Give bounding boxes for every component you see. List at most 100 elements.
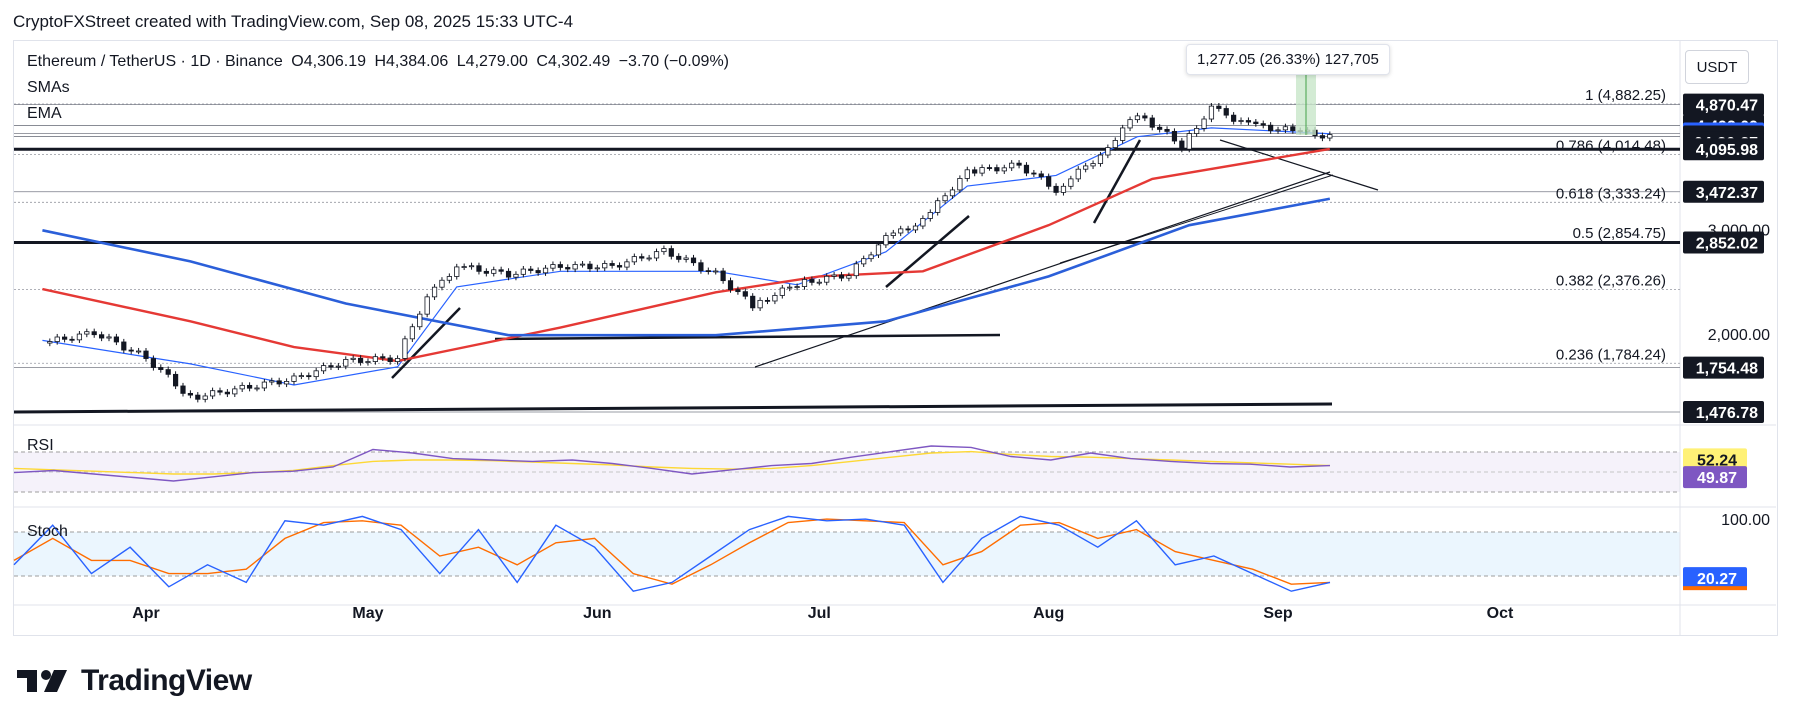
candle-body bbox=[542, 267, 549, 274]
candle-body bbox=[587, 263, 593, 270]
trendline-8 bbox=[754, 171, 1331, 368]
candle-body bbox=[1157, 126, 1163, 130]
candle-body bbox=[1053, 185, 1059, 193]
stoch-d-line bbox=[13, 518, 1331, 585]
candle-body bbox=[972, 169, 978, 174]
candle-body bbox=[468, 265, 475, 268]
candle-body bbox=[217, 390, 223, 393]
candle-body bbox=[106, 336, 112, 339]
candle-body bbox=[239, 384, 245, 390]
stoch-pane-label[interactable]: Stoch bbox=[27, 523, 68, 540]
candle-body bbox=[713, 270, 719, 273]
candle-body bbox=[1120, 127, 1126, 141]
price-tag-285202: 2,852.02 bbox=[1696, 235, 1758, 252]
candle-body bbox=[905, 228, 911, 231]
candle-body bbox=[1090, 163, 1096, 167]
candle-body bbox=[1023, 164, 1030, 174]
candle-body bbox=[735, 289, 741, 293]
chart-frame[interactable] bbox=[13, 40, 1778, 636]
candle-body bbox=[1149, 117, 1155, 128]
currency-button[interactable]: USDT bbox=[1685, 50, 1749, 84]
candle-body bbox=[816, 281, 822, 284]
candle-body bbox=[1060, 185, 1067, 193]
x-tick-label-may: May bbox=[352, 605, 383, 622]
candle-body bbox=[594, 267, 600, 270]
candle-body bbox=[846, 275, 852, 279]
ma-line-1 bbox=[42, 147, 1331, 363]
candle-body bbox=[624, 261, 630, 268]
candle-body bbox=[269, 380, 275, 383]
candle-body bbox=[683, 257, 689, 260]
candle-body bbox=[1068, 178, 1074, 187]
attribution-header: CryptoFXStreet created with TradingView.… bbox=[13, 12, 574, 31]
symbol-name[interactable]: Ethereum / TetherUS · 1D · Binance bbox=[27, 53, 283, 70]
candle-body bbox=[1112, 140, 1118, 148]
stoch-k-line bbox=[13, 515, 1331, 592]
stoch-band bbox=[14, 532, 1680, 576]
candle-body bbox=[365, 361, 371, 363]
price-tag-147678: 1,476.78 bbox=[1696, 405, 1758, 422]
candle-body bbox=[868, 254, 874, 260]
candle-body bbox=[1075, 168, 1081, 180]
symbol-legend[interactable]: Ethereum / TetherUS · 1D · Binance O4,30… bbox=[27, 53, 729, 71]
trendline-6 bbox=[1092, 139, 1142, 224]
candle-body bbox=[1253, 121, 1259, 125]
tradingview-logo[interactable]: TradingView bbox=[17, 664, 252, 698]
candle-body bbox=[446, 276, 452, 281]
study-sma-label[interactable]: SMAs bbox=[27, 79, 70, 96]
stoch-tag-accent bbox=[1683, 586, 1747, 591]
candle-body bbox=[1009, 162, 1015, 169]
candle-body bbox=[1001, 167, 1007, 172]
stoch-tag: 20.27 bbox=[1697, 571, 1737, 588]
price-tag-147678-bg bbox=[1683, 401, 1764, 423]
candle-body bbox=[1201, 118, 1207, 129]
trendline-9 bbox=[1059, 174, 1334, 264]
candle-body bbox=[994, 167, 1000, 172]
candle-body bbox=[357, 357, 364, 363]
candle-body bbox=[180, 385, 186, 394]
measure-tooltip: 1,277.05 (26.33%) 127,705 bbox=[1186, 44, 1390, 75]
candle-body bbox=[498, 269, 504, 272]
candle-body bbox=[1268, 124, 1274, 132]
candle-body bbox=[565, 267, 571, 270]
candle-body bbox=[935, 200, 941, 213]
candle-body bbox=[572, 264, 578, 270]
candle-body bbox=[150, 358, 156, 368]
candle-body bbox=[320, 365, 327, 372]
candle-body bbox=[62, 336, 68, 340]
fib-label-0.618: 0.618 (3,333.24) bbox=[1556, 185, 1666, 202]
low-value: L4,279.00 bbox=[456, 53, 528, 70]
candle-body bbox=[809, 279, 815, 283]
candle-body bbox=[690, 257, 697, 264]
candle-body bbox=[195, 394, 201, 400]
price-tag-347237: 3,472.37 bbox=[1696, 185, 1758, 202]
candle-body bbox=[1290, 126, 1296, 131]
candle-body bbox=[276, 380, 282, 385]
candle-body bbox=[298, 375, 304, 377]
rsi-tag-0-bg bbox=[1683, 448, 1747, 471]
candle-body bbox=[483, 270, 489, 274]
candle-body bbox=[202, 395, 208, 400]
study-ema-label[interactable]: EMA bbox=[27, 105, 62, 122]
candle-body bbox=[1097, 154, 1104, 164]
candle-body bbox=[187, 392, 193, 396]
candle-body bbox=[705, 270, 711, 273]
candle-body bbox=[143, 350, 149, 359]
candle-body bbox=[246, 384, 253, 389]
candle-body bbox=[616, 265, 623, 268]
candle-body bbox=[942, 195, 948, 202]
candle-body bbox=[1216, 105, 1222, 109]
candle-body bbox=[653, 251, 660, 259]
candle-body bbox=[306, 375, 312, 378]
candle-body bbox=[557, 264, 563, 268]
candle-body bbox=[409, 326, 415, 340]
x-tick-label-oct: Oct bbox=[1487, 605, 1514, 622]
candle-body bbox=[668, 248, 674, 257]
price-tag-285202-bg bbox=[1683, 231, 1764, 254]
candle-body bbox=[602, 263, 608, 269]
fib-label-1: 1 (4,882.25) bbox=[1585, 87, 1666, 104]
rsi-pane-label[interactable]: RSI bbox=[27, 437, 54, 454]
candle-body bbox=[772, 295, 778, 302]
candle-body bbox=[964, 169, 970, 179]
